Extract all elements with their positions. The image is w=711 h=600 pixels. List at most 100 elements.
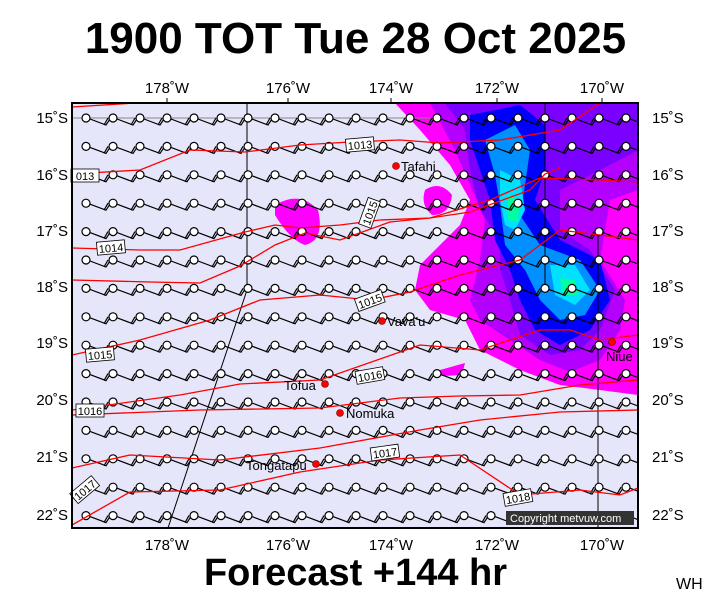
wind-barb-feather xyxy=(103,231,109,239)
wind-station-circle xyxy=(621,141,631,151)
wind-barb-feather xyxy=(427,231,433,239)
wind-barb-feather xyxy=(265,146,271,154)
wind-station-circle xyxy=(297,340,307,350)
wind-station-circle xyxy=(405,425,415,435)
wind-barb-shaft xyxy=(440,232,462,240)
wind-barb-shaft xyxy=(251,260,273,268)
place-name: Niue xyxy=(606,349,633,364)
wind-barb-shaft xyxy=(224,345,246,353)
wind-barb-feather xyxy=(644,345,648,352)
wind-barb-feather xyxy=(265,430,271,438)
wind-barb-feather xyxy=(616,458,622,467)
isobar-line xyxy=(72,229,638,356)
wind-station-circle xyxy=(135,369,145,379)
wind-barb-feather xyxy=(319,202,325,211)
wind-barb-feather xyxy=(103,430,109,438)
wind-station-circle xyxy=(324,283,334,293)
place-marker xyxy=(312,460,320,468)
wind-station-circle xyxy=(594,340,604,350)
wind-barb-shaft xyxy=(224,203,246,211)
wind-station-circle xyxy=(513,397,523,407)
wind-station-circle xyxy=(567,141,577,151)
wind-barb-shaft xyxy=(521,402,543,410)
wind-barb-shaft xyxy=(224,175,246,183)
wind-barb-shaft xyxy=(278,260,300,268)
wind-barb-feather xyxy=(184,515,190,523)
wind-station-circle xyxy=(135,340,145,350)
lat-label-left: 18˚S xyxy=(36,279,68,296)
wind-station-circle xyxy=(486,454,496,464)
wind-barb-shaft xyxy=(386,118,408,126)
wind-barb-feather xyxy=(427,202,433,211)
wind-station-circle xyxy=(351,283,361,293)
wind-station-circle xyxy=(108,312,118,322)
wind-station-circle xyxy=(594,227,604,237)
wind-barb-feather xyxy=(265,316,271,325)
wind-barb-feather xyxy=(373,316,379,325)
wind-barb-feather xyxy=(292,202,298,211)
wind-barb-feather xyxy=(562,430,568,438)
wind-barb-feather xyxy=(103,316,109,325)
wind-barb-feather xyxy=(346,515,352,523)
wind-station-circle xyxy=(135,170,145,180)
wind-barb-feather xyxy=(589,231,595,239)
wind-barb-feather xyxy=(589,259,595,268)
wind-station-circle xyxy=(108,369,118,379)
wind-station-circle xyxy=(621,425,631,435)
wind-station-circle xyxy=(540,482,550,492)
wind-barb-feather xyxy=(292,117,298,126)
wind-barb-shaft xyxy=(602,146,624,155)
wind-barb-feather xyxy=(319,231,325,239)
wind-barb-shaft xyxy=(332,402,354,410)
wind-barb-feather xyxy=(373,515,379,523)
wind-station-circle xyxy=(162,113,172,123)
wind-barb-shaft xyxy=(629,345,638,350)
wind-station-circle xyxy=(621,369,631,379)
wind-barb-feather xyxy=(508,430,514,438)
wind-station-circle xyxy=(432,198,442,208)
isobar-line xyxy=(72,329,638,411)
wind-barb-feather xyxy=(400,486,406,495)
wind-barb-shaft xyxy=(197,288,219,297)
wind-station-circle xyxy=(270,141,280,151)
wind-barb-feather xyxy=(400,259,406,268)
wind-barb-feather xyxy=(508,117,514,126)
isobar-line xyxy=(72,379,638,416)
wind-station-circle xyxy=(270,397,280,407)
wind-barb-feather xyxy=(589,316,595,325)
wind-barb-feather xyxy=(373,486,379,495)
wind-barb-feather xyxy=(535,288,541,296)
isobar-label: 1016 xyxy=(354,366,386,385)
wind-station-circle xyxy=(81,312,91,322)
wind-barb-shaft xyxy=(602,487,624,495)
wind-barb-feather xyxy=(130,373,136,381)
wind-station-circle xyxy=(567,397,577,407)
wind-barb-shaft xyxy=(629,146,638,152)
wind-barb-feather xyxy=(427,486,433,495)
wind-barb-feather xyxy=(644,459,648,466)
wind-barb-shaft xyxy=(440,516,462,524)
isobar-label-box xyxy=(96,239,126,256)
wind-station-circle xyxy=(216,283,226,293)
wind-barb-shaft xyxy=(467,175,489,183)
wind-station-circle xyxy=(621,113,631,123)
wind-station-circle xyxy=(567,283,577,293)
wind-barb-feather xyxy=(427,288,433,296)
wind-station-circle xyxy=(216,425,226,435)
wind-station-circle xyxy=(162,141,172,151)
wind-barb-shaft xyxy=(278,175,300,183)
wind-barb-shaft xyxy=(440,260,462,268)
wind-station-circle xyxy=(351,255,361,265)
wind-station-circle xyxy=(351,482,361,492)
wind-barb-feather xyxy=(373,259,379,268)
wind-barb-feather xyxy=(211,288,217,296)
wind-station-circle xyxy=(594,369,604,379)
wind-barb-shaft xyxy=(224,516,246,524)
wind-barb-feather xyxy=(157,515,163,523)
isobar-line xyxy=(72,167,561,284)
wind-station-circle xyxy=(270,198,280,208)
wind-station-circle xyxy=(324,312,334,322)
isobar-label-text: 1016 xyxy=(357,369,383,385)
wind-barb-shaft xyxy=(386,232,408,240)
wind-barb-shaft xyxy=(143,487,165,495)
